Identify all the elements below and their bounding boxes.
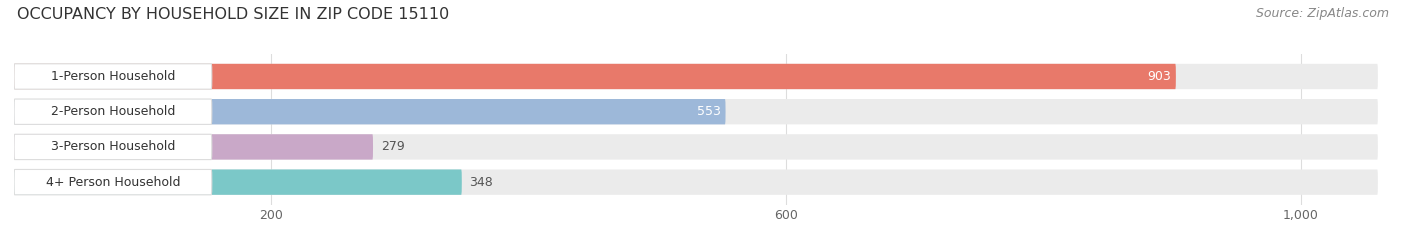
FancyBboxPatch shape xyxy=(14,169,1378,195)
Text: 4+ Person Household: 4+ Person Household xyxy=(45,176,180,189)
FancyBboxPatch shape xyxy=(14,64,1378,89)
FancyBboxPatch shape xyxy=(14,64,212,89)
Text: 279: 279 xyxy=(381,140,405,153)
FancyBboxPatch shape xyxy=(14,134,212,160)
Text: 1-Person Household: 1-Person Household xyxy=(51,70,176,83)
FancyBboxPatch shape xyxy=(14,134,1378,160)
Text: 903: 903 xyxy=(1147,70,1171,83)
FancyBboxPatch shape xyxy=(14,169,212,195)
FancyBboxPatch shape xyxy=(14,99,212,124)
Text: 348: 348 xyxy=(470,176,494,189)
FancyBboxPatch shape xyxy=(14,99,725,124)
FancyBboxPatch shape xyxy=(14,134,373,160)
FancyBboxPatch shape xyxy=(14,99,1378,124)
FancyBboxPatch shape xyxy=(14,169,461,195)
Text: 3-Person Household: 3-Person Household xyxy=(51,140,176,153)
Text: Source: ZipAtlas.com: Source: ZipAtlas.com xyxy=(1256,7,1389,20)
Text: 2-Person Household: 2-Person Household xyxy=(51,105,176,118)
FancyBboxPatch shape xyxy=(14,64,1175,89)
Text: 553: 553 xyxy=(696,105,720,118)
Text: OCCUPANCY BY HOUSEHOLD SIZE IN ZIP CODE 15110: OCCUPANCY BY HOUSEHOLD SIZE IN ZIP CODE … xyxy=(17,7,449,22)
